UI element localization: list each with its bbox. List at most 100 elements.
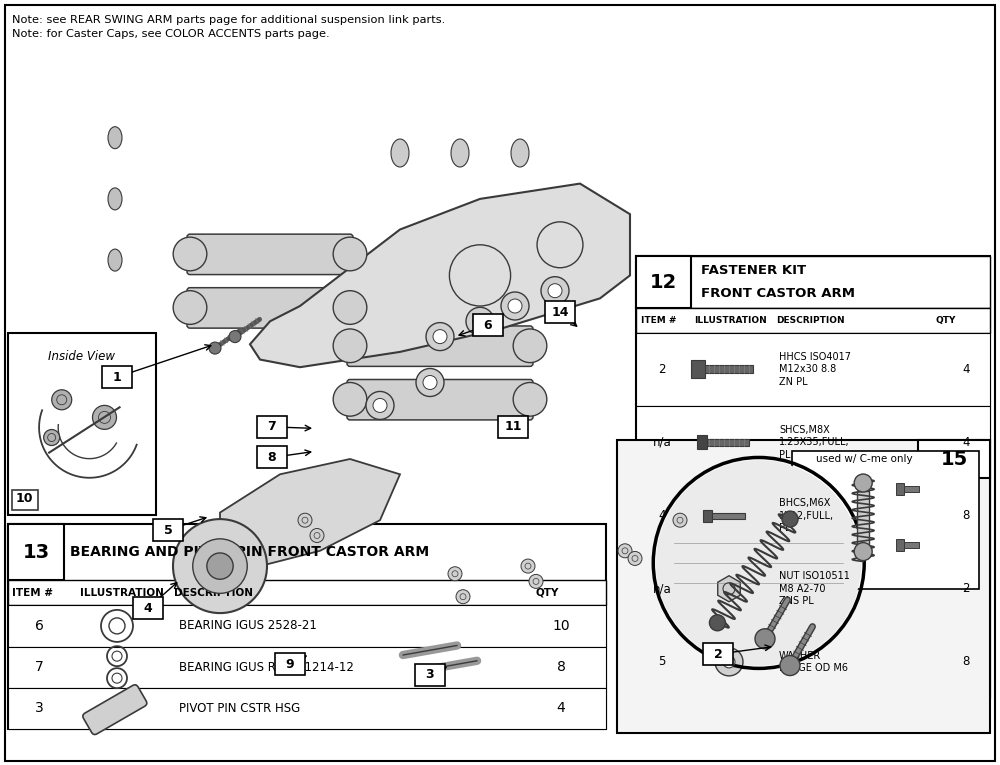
Bar [636,256,990,308]
Circle shape [229,330,241,343]
Polygon shape [718,576,740,602]
Bar [709,513,745,519]
Text: ILLUSTRATION: ILLUSTRATION [80,588,164,597]
Text: 4: 4 [144,602,152,614]
Circle shape [173,237,207,271]
Bar [473,314,503,336]
Text: DESCRIPTION: DESCRIPTION [174,588,253,597]
Text: 5: 5 [658,656,666,669]
Bar [636,625,990,698]
Text: NUT ISO10511
M8 A2-70
ZNS PL: NUT ISO10511 M8 A2-70 ZNS PL [779,571,850,606]
FancyBboxPatch shape [347,326,533,366]
Circle shape [333,291,367,324]
Text: 7: 7 [268,421,276,433]
Text: 13: 13 [22,542,50,562]
Bar [498,416,528,438]
Text: Inside View: Inside View [48,350,115,363]
Text: PIVOT PIN CSTR HSG: PIVOT PIN CSTR HSG [179,702,300,715]
Text: BHCS,M6X
1X12,FULL,
PL: BHCS,M6X 1X12,FULL, PL [779,498,834,533]
Text: 7: 7 [35,660,43,674]
Bar [415,664,445,685]
Circle shape [854,474,872,492]
Circle shape [173,519,267,613]
Circle shape [44,429,60,445]
Text: WASHER
LARGE OD M6: WASHER LARGE OD M6 [779,651,848,673]
Circle shape [529,575,543,588]
Text: QTY: QTY [936,316,956,325]
Ellipse shape [108,127,122,148]
Circle shape [423,376,437,389]
FancyBboxPatch shape [187,234,353,275]
Text: 4: 4 [557,702,565,715]
Text: Note: for Caster Caps, see COLOR ACCENTS parts page.: Note: for Caster Caps, see COLOR ACCENTS… [12,29,330,39]
Bar [8,688,606,729]
Bar [703,643,733,665]
Text: 15: 15 [940,450,968,468]
Text: DESCRIPTION: DESCRIPTION [776,316,845,325]
Bar [8,580,606,605]
Bar [617,440,990,733]
Bar [275,653,305,675]
Bar [857,491,869,549]
Circle shape [173,291,207,324]
Ellipse shape [391,139,409,167]
Text: Note: see REAR SWING ARM parts page for additional suspension link parts.: Note: see REAR SWING ARM parts page for … [12,15,445,25]
Text: SHCS,M8X
1.25X35,FULL,
PL: SHCS,M8X 1.25X35,FULL, PL [779,425,850,460]
Circle shape [207,553,233,579]
Text: 9: 9 [286,658,294,670]
Circle shape [333,382,367,416]
Polygon shape [220,459,400,566]
Circle shape [456,590,470,604]
Circle shape [373,399,387,412]
Text: 3: 3 [35,702,43,715]
Circle shape [366,392,394,419]
Bar [8,524,64,580]
Circle shape [426,323,454,350]
Circle shape [92,405,116,429]
Text: used w/ C-me only: used w/ C-me only [816,454,913,464]
Bar [636,256,990,698]
Bar [636,256,691,308]
Ellipse shape [108,188,122,210]
Bar [8,333,156,515]
Bar [701,366,753,373]
FancyBboxPatch shape [347,379,533,420]
Text: 10: 10 [16,492,34,505]
Circle shape [501,292,529,320]
Circle shape [854,542,872,561]
Circle shape [715,648,743,676]
Circle shape [628,552,642,565]
Text: 2: 2 [658,363,666,376]
Circle shape [782,511,798,527]
Circle shape [618,544,632,558]
Bar [697,435,707,450]
Text: n/a: n/a [653,582,671,595]
Bar [636,333,990,406]
Text: QTY: QTY [536,588,559,597]
Ellipse shape [451,139,469,167]
Text: n/a: n/a [653,436,671,449]
Text: 4: 4 [962,436,970,449]
Polygon shape [70,69,180,314]
Bar [901,542,919,548]
Bar [636,406,990,479]
Text: 6: 6 [35,619,43,633]
Text: 8: 8 [268,451,276,464]
Circle shape [755,629,775,649]
Text: 11: 11 [504,421,522,433]
Polygon shape [250,184,630,367]
Text: 1: 1 [113,371,121,383]
Bar [133,597,163,619]
Circle shape [466,308,494,335]
Text: 5: 5 [164,524,172,536]
Bar [636,479,990,552]
Circle shape [298,513,312,527]
Circle shape [193,539,247,594]
Text: 14: 14 [551,306,569,318]
Bar [545,301,575,323]
Bar [257,447,287,468]
FancyBboxPatch shape [187,288,353,328]
Text: 12: 12 [650,273,677,291]
Text: FRONT CASTOR ARM: FRONT CASTOR ARM [701,287,855,300]
FancyBboxPatch shape [83,685,147,734]
